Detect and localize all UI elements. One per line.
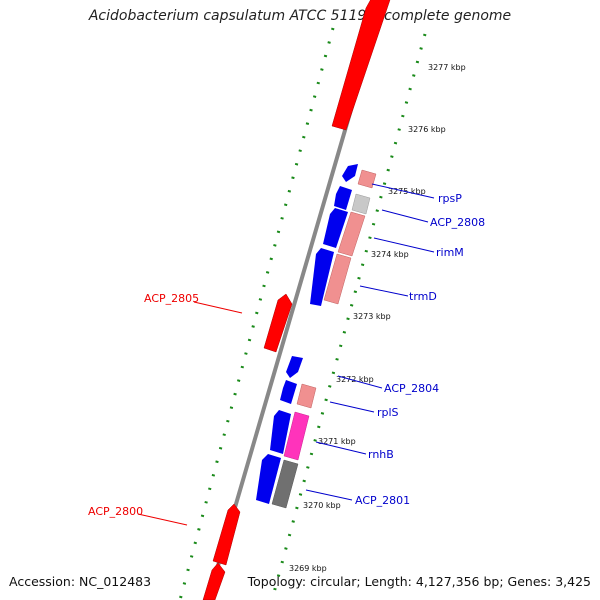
gene-reverse-rimm[interactable] (310, 248, 334, 306)
kbp-label: 3276 kbp (408, 125, 446, 134)
leader-line (337, 375, 383, 389)
map-title: Acidobacterium capsulatum ATCC 51196, co… (88, 8, 512, 24)
gene-label-acp-2808[interactable]: ACP_2808 (430, 216, 485, 229)
leader-line (137, 513, 188, 526)
gene-reverse-2[interactable] (280, 380, 297, 404)
gene-reverse-acp-2808[interactable] (323, 208, 348, 248)
gene-label-rpls[interactable]: rplS (377, 406, 399, 419)
gene-reverse-acp-2804[interactable] (286, 356, 303, 378)
kbp-label: 3273 kbp (353, 312, 391, 321)
kbp-label: 3277 kbp (428, 63, 466, 72)
leader-line (381, 209, 429, 223)
kbp-label: 3270 kbp (303, 501, 341, 510)
leader-line (315, 441, 367, 455)
gene-reverse-rpls[interactable] (270, 410, 291, 454)
gene-rna-rimm[interactable] (323, 253, 352, 305)
gene-rna-acp-2804[interactable] (296, 383, 317, 409)
gene-reverse-rnhb[interactable] (256, 454, 281, 504)
leader-line (305, 489, 353, 501)
leader-line (193, 301, 243, 314)
scale-track-outer-left (178, 27, 335, 600)
gene-reverse-1[interactable] (334, 186, 352, 210)
gene-label-acp-2801[interactable]: ACP_2801 (355, 494, 410, 507)
gene-forward-3277[interactable] (331, 0, 392, 131)
gene-forward-bottom[interactable] (202, 562, 226, 600)
gene-forward-acp-2805[interactable] (263, 293, 293, 353)
gene-label-trmd[interactable]: trmD (409, 290, 437, 303)
accession-text: Accession: NC_012483 (9, 574, 152, 589)
gene-label-rimm[interactable]: rimM (436, 246, 464, 259)
leader-line (371, 183, 435, 199)
gene-rna-rnhb[interactable] (271, 459, 299, 509)
gene-reverse-rpsp[interactable] (342, 164, 358, 182)
leader-line (373, 237, 435, 253)
kbp-label: 3274 kbp (371, 250, 409, 259)
gene-label-rnhb[interactable]: rnhB (368, 448, 394, 461)
genome-summary-text: Topology: circular; Length: 4,127,356 bp… (247, 574, 591, 589)
gene-label-acp-2805[interactable]: ACP_2805 (144, 292, 199, 305)
gene-label-acp-2800[interactable]: ACP_2800 (88, 505, 143, 518)
gene-rna-rpls[interactable] (283, 411, 310, 461)
kbp-label: 3271 kbp (318, 437, 356, 446)
kbp-label: 3269 kbp (289, 564, 327, 573)
gene-rna-acp-2808[interactable] (337, 211, 366, 257)
kbp-label: 3272 kbp (336, 375, 374, 384)
gene-rna-rpsp[interactable] (357, 169, 377, 189)
gene-rna-grey[interactable] (351, 193, 371, 215)
gene-forward-acp-2800[interactable] (212, 503, 241, 566)
gene-label-rpsp[interactable]: rpsP (438, 192, 462, 205)
leader-line (329, 401, 375, 413)
leader-line (359, 285, 409, 297)
gene-label-acp-2804[interactable]: ACP_2804 (384, 382, 439, 395)
